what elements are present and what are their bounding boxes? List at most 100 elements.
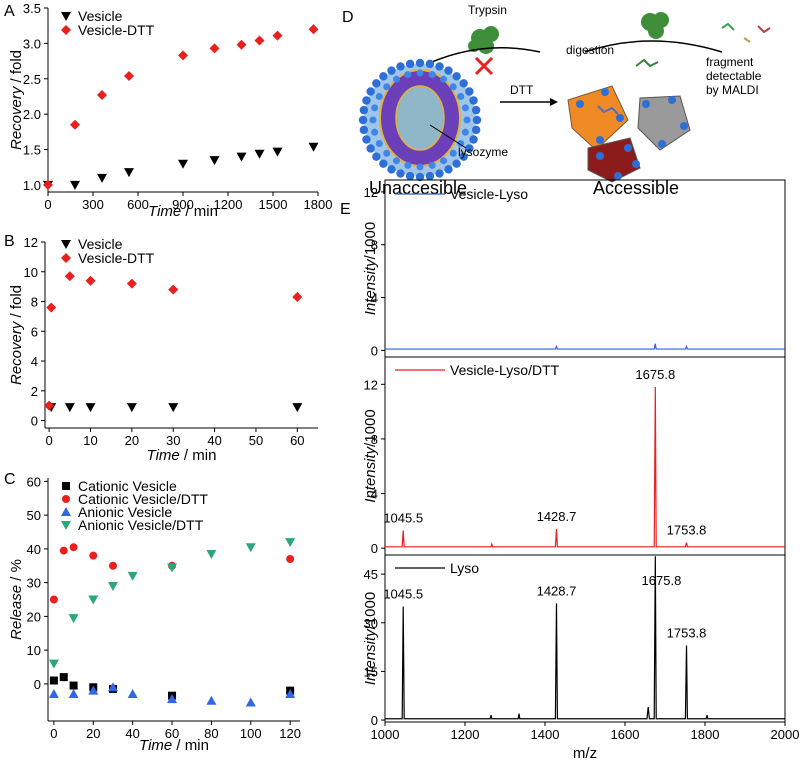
point (236, 39, 247, 50)
pointer (429, 124, 467, 149)
lipid-dot (601, 88, 609, 96)
lipid-dot (393, 75, 400, 83)
lipid-dot (452, 159, 461, 168)
x-tick-label: 0 (46, 433, 53, 448)
lipid-dot (362, 135, 371, 144)
lipid-dot (459, 152, 468, 161)
x-tick-label: 900 (172, 197, 194, 212)
legend-marker (61, 521, 71, 530)
axis-title-part: /1000 (362, 592, 379, 630)
dtt-label: DTT (510, 83, 534, 97)
lipid-dot (680, 122, 688, 130)
y-tick-label: 0 (31, 414, 38, 429)
legend-label: Vesicle-Lyso/DTT (450, 362, 560, 378)
legend-label: Vesicle (78, 236, 123, 252)
y-tick-label: 4 (371, 487, 378, 502)
lipid-dot (396, 62, 405, 71)
lipid-dot (379, 72, 388, 81)
point (168, 284, 179, 295)
point (59, 673, 68, 682)
lipid-dot (461, 128, 469, 136)
x-tick-label: 1600 (611, 727, 640, 742)
axis-title: Release / % (8, 559, 25, 640)
point (46, 302, 57, 313)
caption-left: Unaccesible (369, 178, 467, 198)
x-tick-label: 60 (290, 433, 304, 448)
panel-letter: A (4, 3, 15, 20)
plot-frame (384, 179, 786, 358)
y-tick-label: 0 (34, 677, 41, 692)
y-tick-label: 40 (27, 542, 41, 557)
point (124, 168, 134, 178)
lipid-dot (372, 152, 381, 161)
lipid-dot (642, 100, 650, 108)
lipid-dot (472, 115, 482, 125)
point (206, 695, 217, 705)
peptide-bits (597, 22, 771, 115)
lipid-dot (471, 105, 481, 115)
y-tick-label: 30 (27, 576, 41, 591)
legend-marker (61, 25, 71, 35)
legend-label: Vesicle-DTT (78, 22, 155, 38)
panel-letter: D (342, 9, 354, 26)
lipid-dot (425, 59, 435, 69)
lipid-dot (428, 161, 436, 169)
lipid-dot (379, 159, 388, 168)
y-tick-label: 8 (371, 432, 378, 447)
point (178, 159, 188, 169)
trypsin-icon-2 (641, 12, 669, 39)
peak-label: 1675.8 (642, 573, 682, 588)
y-tick-label: 12 (364, 185, 378, 200)
axis-title: Intensity/1000 (362, 222, 379, 315)
axis-title-part: / % (8, 559, 25, 585)
peak-label: 1675.8 (635, 367, 675, 382)
point (308, 24, 319, 35)
legend-marker (61, 240, 71, 249)
legend-marker (61, 12, 71, 21)
lipid-dot (576, 100, 584, 108)
lipid-dot (461, 104, 469, 112)
lipid-dot (375, 93, 383, 100)
legend-label: Cationic Vesicle/DTT (78, 491, 208, 507)
trypsin-icon (468, 26, 499, 54)
y-tick-label: 3.0 (23, 36, 41, 51)
y-tick-label: 8 (371, 238, 378, 253)
lipid-dot (596, 136, 604, 144)
lipid-dot (416, 69, 424, 77)
lipid-dot (366, 87, 375, 96)
y-tick-label: 20 (27, 609, 41, 624)
point (292, 292, 303, 303)
axis-title-part: Intensity (362, 445, 379, 502)
lipid-dot (614, 172, 622, 180)
y-tick-label: 1.0 (23, 178, 41, 193)
y-tick-label: 15 (364, 664, 378, 679)
point (108, 561, 117, 570)
point (292, 403, 303, 413)
arrow-head (550, 98, 558, 106)
peak-label: 1753.8 (667, 625, 707, 640)
point (245, 697, 256, 707)
lipid-dot (359, 105, 369, 115)
lipid-dot (362, 96, 371, 105)
axis-title: Recovery / fold (8, 50, 25, 150)
peak-label: 1428.7 (537, 509, 577, 524)
lipid-dot (469, 96, 478, 105)
axis-title: Time / min (147, 447, 217, 464)
legend-marker (61, 253, 71, 263)
lipid-dot (435, 169, 444, 178)
point (48, 689, 59, 698)
axis-title-part: / min (181, 203, 218, 220)
point (88, 685, 99, 695)
point (85, 403, 96, 413)
x-tick-label: 600 (127, 197, 149, 212)
lipid-dot (469, 135, 478, 144)
point (68, 614, 79, 624)
axis-title-part: Intensity (362, 258, 379, 315)
lipid-dot (387, 66, 396, 75)
lipid-dot (449, 83, 457, 91)
fragment-label: fragment (706, 55, 754, 69)
x-tick-label: 20 (86, 726, 100, 741)
y-tick-label: 12 (24, 235, 38, 250)
x-tick-label: 1800 (691, 727, 720, 742)
